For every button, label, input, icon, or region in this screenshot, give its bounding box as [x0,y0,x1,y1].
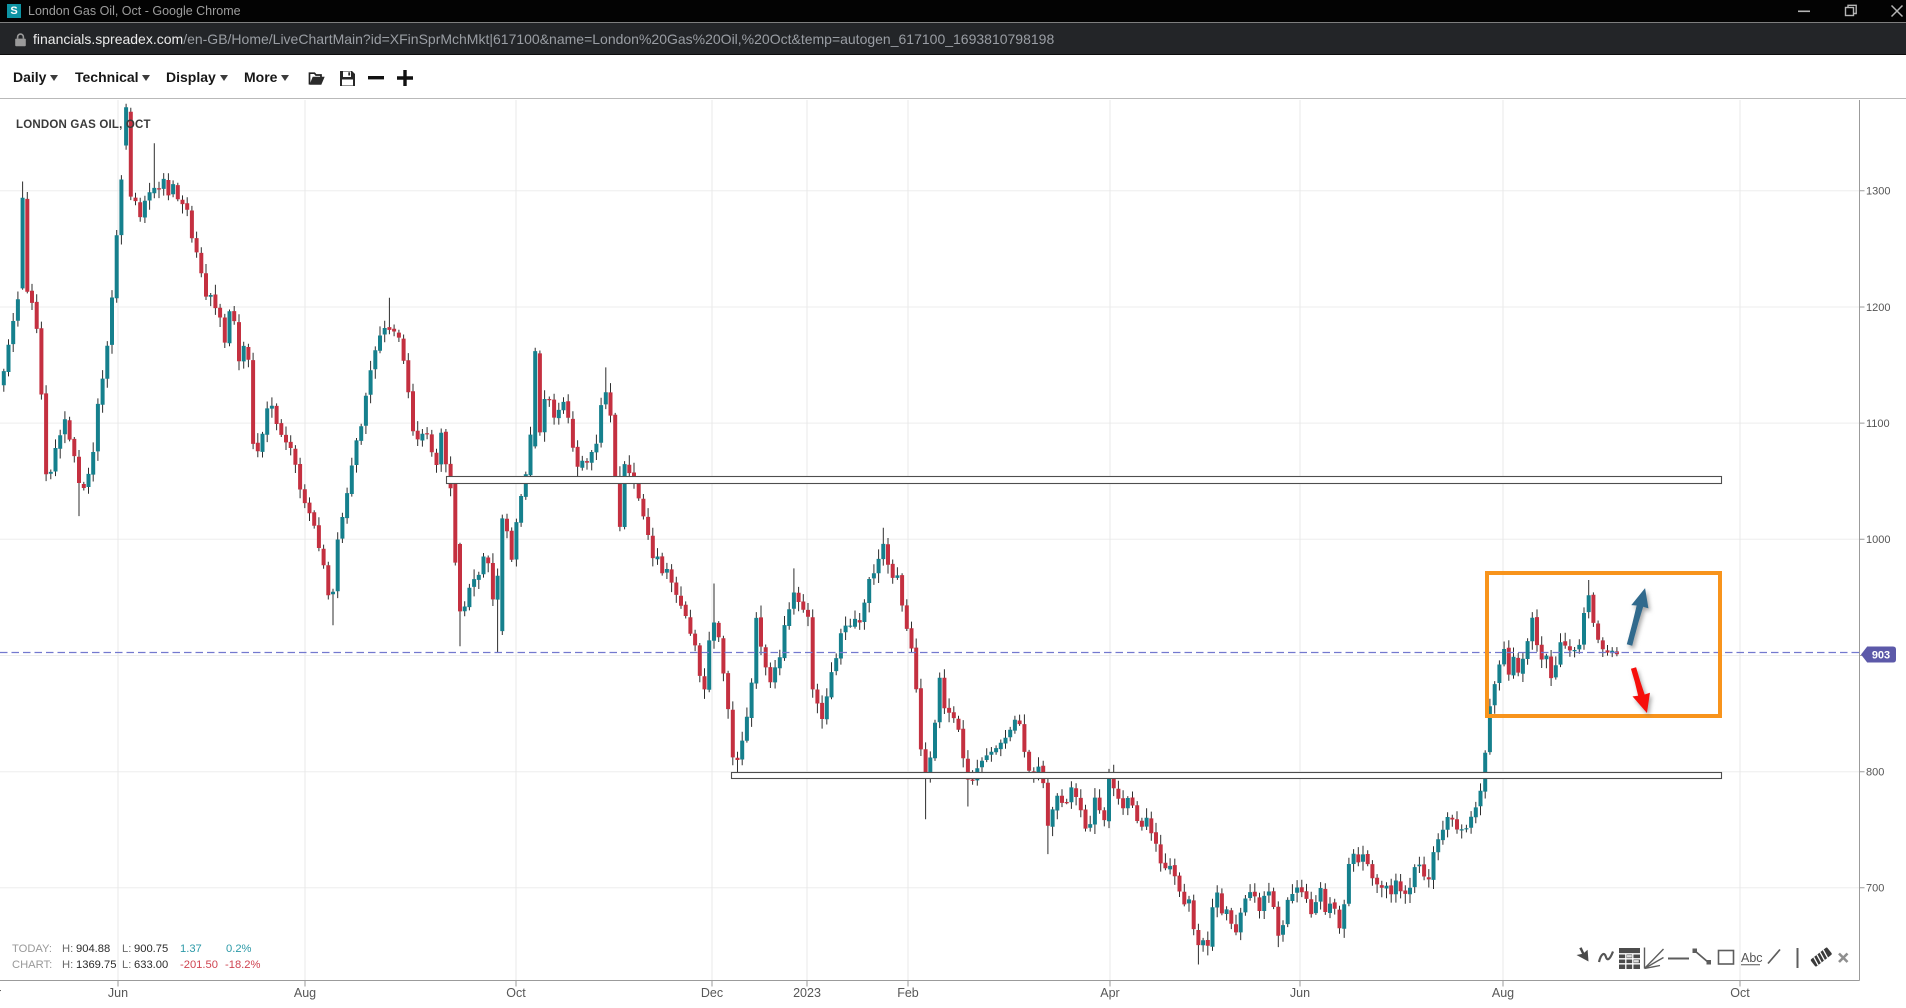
svg-text:Aug: Aug [1492,986,1514,1000]
svg-text:900.75: 900.75 [134,943,168,955]
svg-text:-201.50: -201.50 [180,959,218,971]
svg-text:Feb: Feb [897,986,919,1000]
svg-text:1200: 1200 [1866,302,1890,314]
svg-text:r: r [0,986,1,1000]
svg-text:1.37: 1.37 [180,943,202,955]
svg-text:Oct: Oct [1730,986,1750,1000]
svg-text:Oct: Oct [506,986,526,1000]
svg-text:2023: 2023 [793,986,821,1000]
svg-text:H:: H: [62,943,73,955]
svg-text:0.2%: 0.2% [226,943,252,955]
svg-text:1369.75: 1369.75 [76,959,116,971]
svg-text:1000: 1000 [1866,534,1890,546]
svg-text:700: 700 [1866,883,1884,895]
svg-text:1100: 1100 [1866,418,1890,430]
svg-text:904.88: 904.88 [76,943,110,955]
svg-text:-18.2%: -18.2% [225,959,260,971]
svg-text:Abc: Abc [1741,951,1763,965]
svg-text:1300: 1300 [1866,186,1890,198]
svg-text:Jun: Jun [1290,986,1310,1000]
svg-text:L:: L: [122,943,131,955]
svg-text:L:: L: [122,959,131,971]
svg-text:800: 800 [1866,767,1884,779]
svg-text:Dec: Dec [701,986,723,1000]
svg-text:Aug: Aug [294,986,316,1000]
svg-text:Apr: Apr [1100,986,1119,1000]
svg-text:LONDON GAS OIL, OCT: LONDON GAS OIL, OCT [16,119,151,131]
svg-text:H:: H: [62,959,73,971]
svg-text:CHART:: CHART: [12,959,52,971]
svg-text:TODAY:: TODAY: [12,943,52,955]
svg-text:903: 903 [1872,650,1890,662]
svg-text:Jun: Jun [108,986,128,1000]
svg-text:633.00: 633.00 [134,959,168,971]
